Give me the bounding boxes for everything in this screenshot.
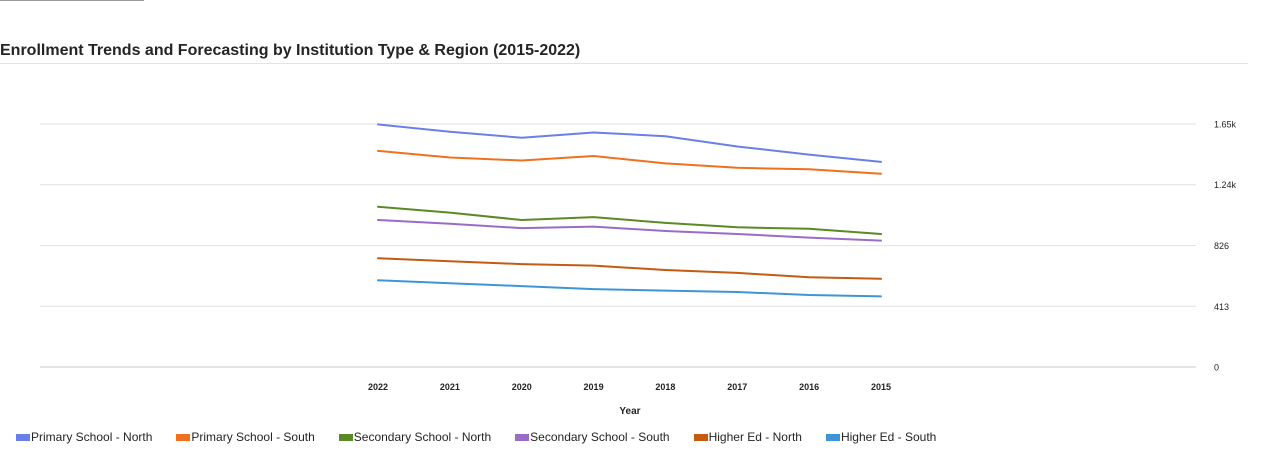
gridlines — [40, 123, 1196, 368]
series-line[interactable] — [377, 219, 882, 242]
series-line[interactable] — [377, 257, 882, 280]
x-tick-label: 2017 — [727, 382, 747, 392]
top-tab-indicator — [0, 0, 144, 1]
legend-label: Primary School - North — [31, 430, 153, 444]
y-tick-label: 1.24k — [1214, 180, 1237, 190]
x-axis-ticks: 2022 2021 2020 2019 2018 2017 2016 2015 — [368, 382, 891, 392]
legend-label: Secondary School - South — [530, 430, 670, 444]
title-divider — [0, 63, 1248, 64]
legend-item[interactable]: Higher Ed - South — [825, 430, 937, 444]
legend-swatch — [176, 433, 191, 441]
y-axis-ticks: 0 413 826 1.24k 1.65k — [1214, 120, 1237, 373]
legend-swatch — [16, 433, 30, 441]
legend-item[interactable]: Secondary School - South — [515, 430, 670, 444]
legend-item[interactable]: Secondary School - North — [338, 430, 492, 444]
x-axis-label: Year — [619, 406, 640, 417]
series-line[interactable] — [377, 123, 882, 163]
x-tick-label: 2015 — [871, 382, 891, 392]
x-tick-label: 2021 — [440, 382, 460, 392]
x-tick-label: 2020 — [512, 382, 532, 392]
y-tick-label: 826 — [1214, 241, 1229, 251]
series-line[interactable] — [377, 279, 882, 298]
x-tick-label: 2019 — [584, 382, 604, 392]
series-line[interactable] — [377, 205, 882, 235]
legend-swatch — [825, 433, 840, 441]
y-tick-label: 0 — [1214, 363, 1219, 373]
legend-swatch — [338, 433, 353, 441]
legend-item[interactable]: Primary School - North — [16, 430, 152, 444]
series-line[interactable] — [377, 149, 882, 175]
legend-label: Secondary School - North — [353, 430, 492, 444]
x-tick-label: 2016 — [799, 382, 819, 392]
legend: Primary School - North Primary School - S… — [16, 430, 936, 444]
y-tick-label: 1.65k — [1214, 120, 1237, 130]
y-tick-label: 413 — [1214, 302, 1229, 312]
legend-swatch — [693, 433, 708, 441]
legend-label: Primary School - South — [191, 430, 315, 444]
legend-label: Higher Ed - North — [708, 430, 802, 444]
legend-label: Higher Ed - South — [840, 430, 937, 444]
series-lines — [377, 123, 882, 298]
legend-item[interactable]: Primary School - South — [176, 430, 315, 444]
legend-item[interactable]: Higher Ed - North — [693, 430, 802, 444]
chart-title: Enrollment Trends and Forecasting by Ins… — [0, 42, 581, 59]
x-tick-label: 2022 — [368, 382, 388, 392]
x-tick-label: 2018 — [655, 382, 675, 392]
legend-swatch — [515, 433, 530, 441]
